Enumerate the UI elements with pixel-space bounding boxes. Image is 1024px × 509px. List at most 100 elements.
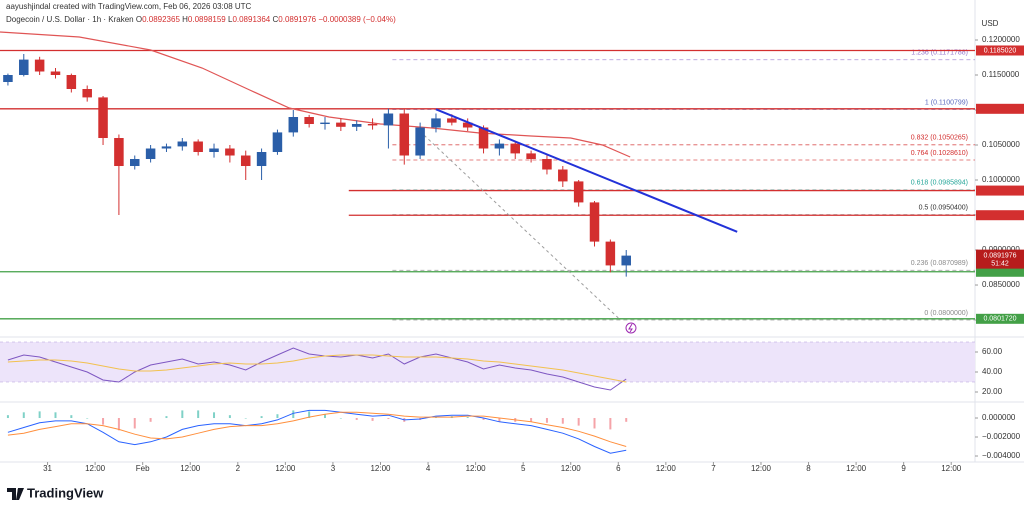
candle-body	[177, 141, 188, 147]
x-tick-label: 4	[426, 464, 431, 473]
symbol-line: Dogecoin / U.S. Dollar · 1h · Kraken O0.…	[6, 15, 396, 24]
candle-body	[542, 159, 552, 170]
currency-label: USD	[982, 19, 999, 28]
histogram-bar	[260, 416, 263, 419]
fib-label: 1.236 (0.1171788)	[911, 50, 968, 57]
histogram-bar	[228, 415, 231, 419]
candle-body	[351, 124, 362, 127]
histogram-bar	[102, 418, 105, 425]
attribution: aayushjindal created with TradingView.co…	[6, 2, 252, 11]
x-tick-label: 12:00	[561, 464, 582, 473]
x-tick-label: 12:00	[941, 464, 962, 473]
trend-line	[435, 108, 738, 233]
fib-label: 0.618 (0.0985894)	[911, 180, 968, 187]
candle-body	[383, 113, 394, 126]
level-badge	[976, 185, 1024, 196]
candle-body	[621, 255, 631, 266]
macd-line	[7, 409, 627, 454]
histogram-bar	[276, 414, 279, 419]
fib-label: 0.5 (0.0950400)	[919, 205, 968, 212]
candle-body	[478, 127, 489, 149]
level-badge	[976, 45, 1024, 56]
candle-body	[320, 122, 330, 125]
y-tick-label: 0.0850000	[982, 280, 1020, 289]
candle-body	[462, 122, 473, 128]
projection-line	[423, 134, 619, 319]
y-tick-label: 0.0900000	[982, 245, 1020, 254]
level-badge	[976, 210, 1024, 221]
candle-body	[272, 132, 283, 153]
histogram-bar	[482, 418, 485, 420]
histogram-bar	[324, 414, 326, 419]
histogram-bar	[339, 418, 342, 419]
candle-body	[367, 124, 378, 126]
histogram-bar	[466, 417, 469, 419]
x-tick-label: 12:00	[85, 464, 106, 473]
x-tick-label: 9	[901, 464, 906, 473]
rsi-line	[7, 354, 627, 383]
histogram-bar	[181, 410, 184, 419]
candle-body	[161, 146, 172, 149]
histogram-bar	[355, 418, 358, 420]
candle-body	[98, 97, 108, 139]
y-tick-label: 40.00	[982, 367, 1003, 376]
y-tick-label: 0.1050000	[982, 140, 1020, 149]
histogram-bar	[577, 418, 580, 426]
histogram-bar	[86, 418, 89, 419]
ohlc-value: 0.0891364	[232, 15, 271, 24]
fib-label: 0.236 (0.0870989)	[911, 260, 968, 267]
histogram-bar	[371, 418, 374, 421]
level-badge	[976, 313, 1024, 324]
x-tick-label: 12:00	[370, 464, 391, 473]
y-tick-label: 0.1150000	[982, 70, 1020, 79]
histogram-bar	[70, 415, 73, 419]
macd-line	[7, 411, 627, 447]
x-tick-label: 8	[806, 464, 811, 473]
candle-body	[288, 117, 299, 133]
y-tick-label: −0.004000	[982, 451, 1021, 460]
histogram-bar	[213, 412, 216, 419]
brand-name: TradingView	[27, 485, 104, 500]
level-label: 0.1185020	[984, 47, 1017, 54]
fib-label: 0 (0.0800000)	[924, 310, 968, 317]
x-tick-label: 5	[521, 464, 526, 473]
candle-body	[82, 89, 92, 98]
candle-body	[431, 118, 441, 128]
y-tick-label: 0.1000000	[982, 175, 1020, 184]
histogram-bar	[54, 412, 57, 419]
histogram-bar	[593, 418, 596, 429]
rsi-line	[7, 347, 627, 391]
x-tick-label: 12:00	[846, 464, 867, 473]
candle-body	[447, 118, 457, 123]
histogram-bar	[6, 415, 9, 419]
x-tick-label: 7	[711, 464, 716, 473]
y-tick-label: 60.00	[982, 347, 1003, 356]
ohlc-key: H	[182, 15, 188, 24]
candle-body	[510, 143, 520, 154]
y-tick-label: 0.000000	[982, 413, 1016, 422]
histogram-bar	[609, 418, 612, 430]
candle-body	[19, 59, 29, 76]
candle-body	[589, 202, 600, 242]
candle-body	[193, 141, 203, 153]
histogram-bar	[498, 418, 501, 422]
x-tick-label: 12:00	[466, 464, 487, 473]
ohlc-value: 0.0892365	[142, 15, 180, 24]
level-label: 0.0801720	[983, 316, 1016, 323]
fib-label: 0.832 (0.1050265)	[911, 135, 968, 142]
candle-body	[225, 148, 235, 156]
ohlc-key: C	[272, 15, 279, 24]
candle-body	[573, 181, 584, 203]
candle-body	[558, 169, 568, 182]
moving-average	[0, 31, 631, 158]
countdown: 51:42	[991, 260, 1009, 267]
y-tick-label: −0.002000	[982, 432, 1021, 441]
last-price: 0.0891976	[983, 252, 1016, 259]
x-tick-label: 6	[616, 464, 621, 473]
candle-body	[114, 138, 124, 167]
candle-body	[336, 122, 346, 127]
candle-body	[145, 148, 156, 160]
change: −0.0000389 (−0.04%)	[318, 15, 396, 24]
